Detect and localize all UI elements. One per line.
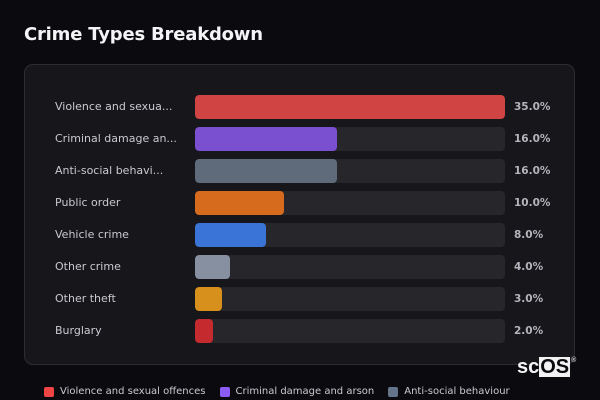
bar-label: Violence and sexua... (55, 100, 173, 113)
legend-label: Criminal damage and arson (235, 386, 375, 397)
bar-row[interactable]: Anti-social behavi... 16.0% (25, 159, 574, 183)
bar-label: Criminal damage an... (55, 132, 177, 145)
legend-label: Anti-social behaviour (404, 386, 510, 397)
bar-track (195, 159, 505, 183)
bar-value: 35.0% (514, 101, 551, 113)
bar-track (195, 127, 505, 151)
bar-row[interactable]: Vehicle crime 8.0% (25, 223, 574, 247)
chart-card: Violence and sexua... 35.0% Criminal damag… (24, 64, 575, 365)
legend-swatch-icon (219, 386, 230, 397)
bar-value: 4.0% (514, 261, 544, 273)
bar-track (195, 191, 505, 215)
legend-swatch-icon (44, 386, 54, 397)
bar-row[interactable]: Criminal damage an... 16.0% (25, 127, 574, 151)
bar-fill[interactable] (195, 223, 266, 247)
bar-row[interactable]: Burglary 2.0% (25, 319, 574, 343)
bar-track (195, 255, 505, 279)
bar-row[interactable]: Public order 10.0% (25, 191, 574, 215)
watermark-text: sc (517, 356, 540, 378)
bar-fill[interactable] (195, 319, 213, 343)
bar-track (195, 287, 505, 311)
bar-value: 16.0% (514, 133, 551, 145)
bar-label: Vehicle crime (55, 228, 129, 241)
bar-fill[interactable] (195, 255, 231, 279)
watermark-boxed-text: OS (539, 356, 571, 378)
bar-value: 16.0% (514, 165, 551, 177)
bar-row[interactable]: Other theft 3.0% (25, 287, 574, 311)
bar-fill[interactable] (195, 191, 284, 215)
bar-track (195, 223, 505, 247)
bar-fill[interactable] (195, 287, 222, 311)
bar-value: 2.0% (514, 325, 544, 337)
legend-swatch-icon (388, 386, 399, 397)
bar-row[interactable]: Other crime 4.0% (25, 255, 574, 279)
bar-track (195, 319, 505, 343)
bar-value: 10.0% (514, 197, 551, 209)
bar-fill[interactable] (195, 127, 337, 151)
bar-label: Public order (55, 196, 121, 209)
bar-fill[interactable] (195, 159, 337, 183)
bar-track (195, 95, 505, 119)
bar-row[interactable]: Violence and sexua... 35.0% (25, 95, 574, 119)
legend-item[interactable]: Anti-social behaviour (388, 386, 510, 397)
bar-value: 3.0% (514, 293, 544, 305)
chart-title: Crime Types Breakdown (24, 24, 263, 45)
bar-label: Other crime (55, 260, 121, 273)
chart-legend: Violence and sexual offences Criminal dam… (44, 386, 510, 397)
watermark-logo: sc OS ® (517, 357, 576, 377)
legend-item[interactable]: Violence and sexual offences (44, 386, 206, 397)
legend-label: Violence and sexual offences (60, 386, 206, 397)
registered-mark-icon: ® (571, 357, 577, 364)
bar-label: Anti-social behavi... (55, 164, 164, 177)
bar-value: 8.0% (514, 229, 544, 241)
bar-label: Burglary (55, 324, 102, 337)
bar-fill[interactable] (195, 95, 505, 119)
legend-item[interactable]: Criminal damage and arson (219, 386, 375, 397)
bar-label: Other theft (55, 292, 116, 305)
